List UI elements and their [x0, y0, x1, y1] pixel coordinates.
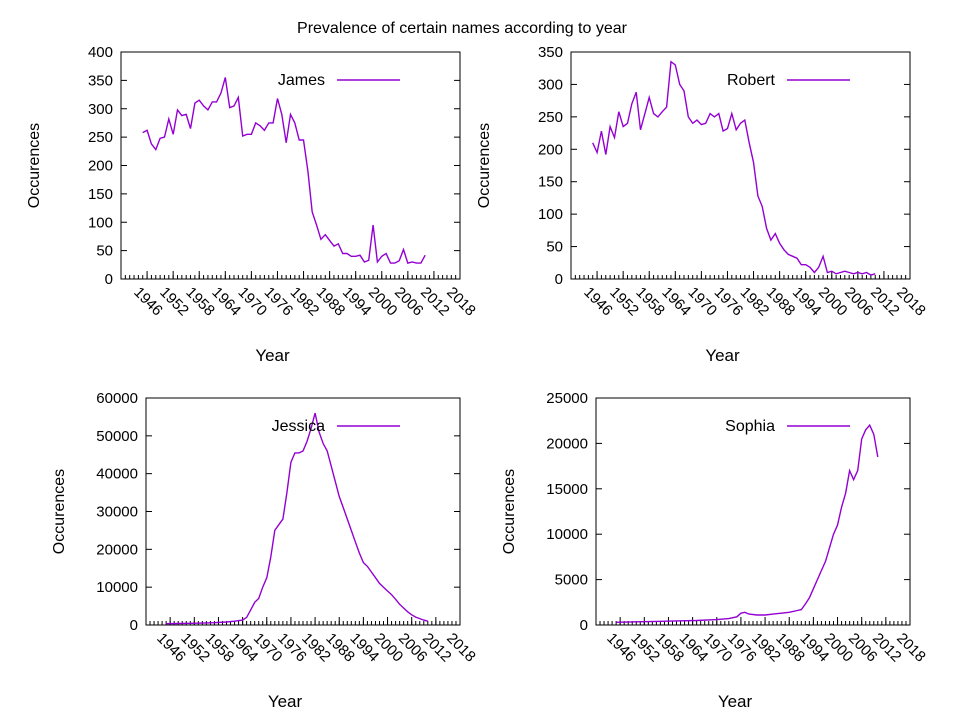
- y-tick-label: 0: [555, 271, 563, 288]
- y-tick-label: 10000: [546, 526, 588, 543]
- series-line-robert: [592, 60, 876, 276]
- x-axis-label: Year: [255, 346, 290, 365]
- x-tick-label: 1976: [261, 284, 297, 320]
- x-tick-label: 1946: [580, 284, 616, 320]
- y-tick-label: 150: [538, 174, 563, 191]
- y-tick-label: 200: [538, 141, 563, 158]
- x-tick-label: 1970: [235, 284, 271, 320]
- x-tick-label: 2000: [815, 284, 851, 320]
- chart-panel-2: 0501001502002503003501946195219581964197…: [476, 44, 929, 365]
- y-tick-label: 20000: [96, 541, 138, 558]
- legend-label: James: [278, 72, 325, 89]
- legend-label: Jessica: [272, 418, 325, 435]
- series-line-sophia: [616, 423, 879, 623]
- y-tick-label: 20000: [546, 435, 588, 452]
- x-tick-label: 1982: [737, 284, 773, 320]
- y-axis-label: Occurences: [51, 469, 68, 554]
- y-axis-label: Occurences: [476, 123, 493, 208]
- x-tick-label: 1964: [658, 284, 694, 320]
- x-tick-label: 2018: [893, 284, 929, 320]
- y-tick-label: 350: [88, 72, 113, 89]
- y-axis-label: Occurences: [26, 123, 43, 208]
- y-tick-label: 150: [88, 186, 113, 203]
- x-axis-label: Year: [705, 346, 740, 365]
- y-tick-label: 10000: [96, 579, 138, 596]
- x-tick-label: 1946: [130, 284, 166, 320]
- x-tick-label: 1994: [789, 284, 825, 320]
- y-tick-label: 40000: [96, 466, 138, 483]
- x-axis-label: Year: [268, 692, 303, 711]
- y-tick-label: 5000: [555, 572, 588, 589]
- legend-label: Robert: [727, 72, 776, 89]
- y-tick-label: 400: [88, 44, 113, 61]
- series-line-jessica: [166, 412, 428, 625]
- x-tick-label: 2006: [391, 284, 427, 320]
- legend-label: Sophia: [725, 418, 775, 435]
- y-tick-label: 350: [538, 44, 563, 61]
- x-tick-label: 2012: [867, 284, 903, 320]
- x-tick-label: 1994: [339, 284, 375, 320]
- x-tick-label: 2018: [443, 284, 479, 320]
- y-tick-label: 60000: [96, 390, 138, 407]
- x-axis-label: Year: [718, 692, 753, 711]
- y-tick-label: 100: [538, 206, 563, 223]
- y-tick-label: 250: [88, 129, 113, 146]
- chart-panel-4: 0500010000150002000025000194619521958196…: [501, 390, 929, 711]
- y-tick-label: 200: [88, 158, 113, 175]
- y-tick-label: 15000: [546, 481, 588, 498]
- x-tick-label: 1976: [711, 284, 747, 320]
- figure-title: Prevalence of certain names according to…: [297, 20, 628, 37]
- series-line-james: [142, 77, 426, 264]
- x-tick-label: 2012: [417, 284, 453, 320]
- x-tick-label: 1970: [685, 284, 721, 320]
- y-tick-label: 100: [88, 214, 113, 231]
- x-tick-label: 1958: [632, 284, 668, 320]
- y-tick-label: 250: [538, 109, 563, 126]
- y-tick-label: 50: [96, 243, 113, 260]
- x-tick-label: 1982: [287, 284, 323, 320]
- x-tick-label: 1952: [606, 284, 642, 320]
- y-tick-label: 50: [546, 239, 563, 256]
- x-tick-label: 1952: [156, 284, 192, 320]
- x-tick-label: 1988: [763, 284, 799, 320]
- y-tick-label: 30000: [96, 504, 138, 521]
- y-tick-label: 0: [105, 271, 113, 288]
- chart-panel-1: 0 50 100 150 200 250 300 350 400 1946195219581964…: [26, 44, 479, 365]
- chart-panel-3: 0100002000030000400005000060000194619521…: [51, 390, 479, 711]
- x-tick-label: 2000: [365, 284, 401, 320]
- y-tick-label: 300: [538, 76, 563, 93]
- x-tick-label: 1958: [182, 284, 218, 320]
- x-tick-label: 1988: [313, 284, 349, 320]
- y-tick-label: 25000: [546, 390, 588, 407]
- x-tick-label: 2006: [841, 284, 877, 320]
- x-tick-label: 1964: [208, 284, 244, 320]
- y-tick-label: 0: [580, 617, 588, 634]
- y-tick-label: 0: [130, 617, 138, 634]
- y-axis-label: Occurences: [501, 469, 518, 554]
- y-tick-label: 300: [88, 101, 113, 118]
- y-tick-label: 50000: [96, 428, 138, 445]
